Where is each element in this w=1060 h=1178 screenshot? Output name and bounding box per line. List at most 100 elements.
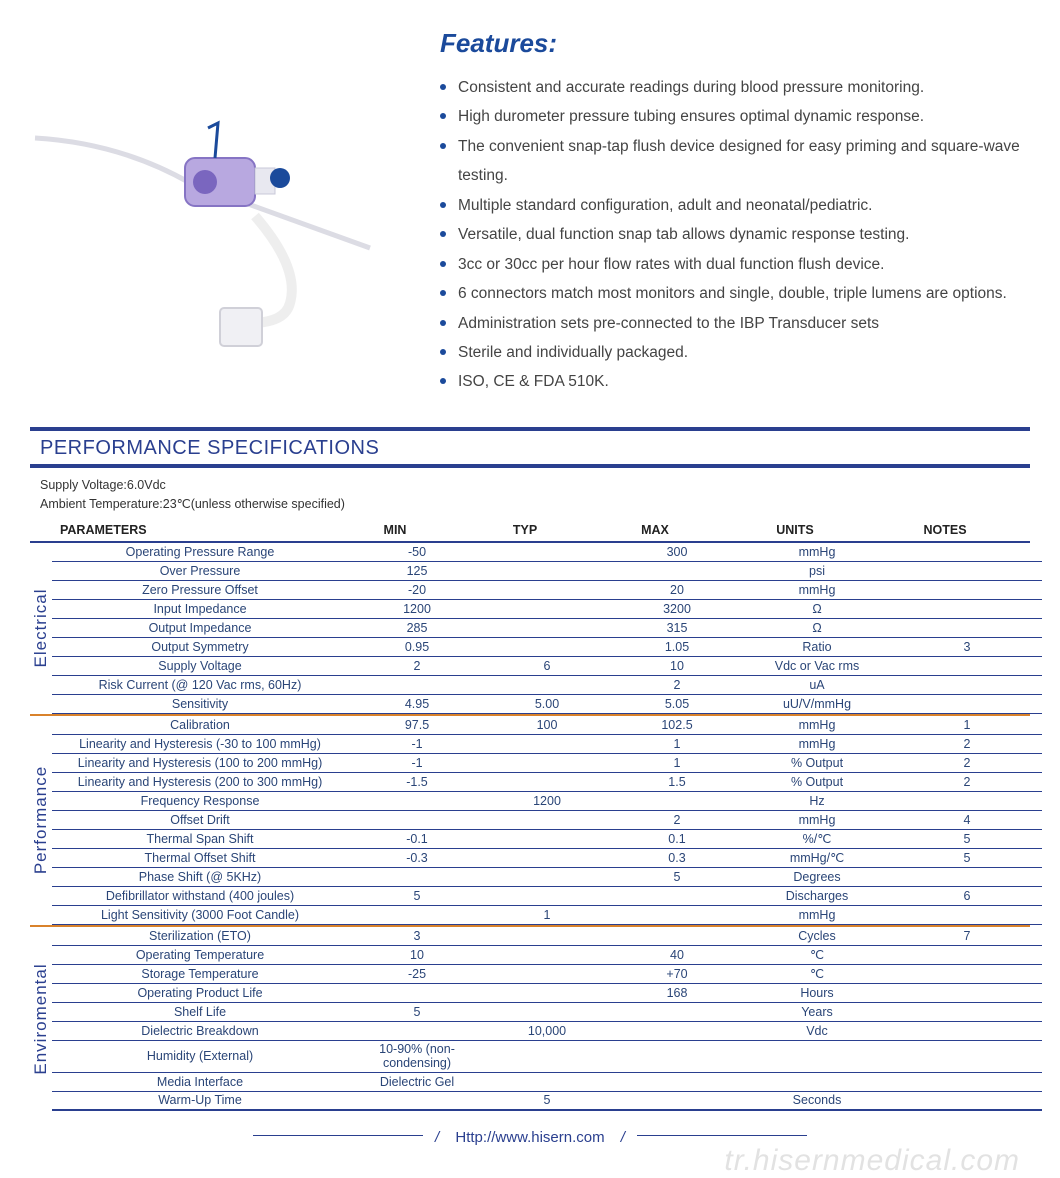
- cell: Defibrillator withstand (400 joules): [52, 887, 352, 904]
- table-row: Output Symmetry0.951.05Ratio3: [52, 638, 1042, 657]
- cell: Supply Voltage: [52, 657, 352, 674]
- cell: 5.05: [612, 695, 742, 712]
- cell: 2: [612, 811, 742, 828]
- cell: Discharges: [742, 887, 892, 904]
- cell: Offset Drift: [52, 811, 352, 828]
- features-heading: Features:: [440, 28, 1030, 59]
- cell: 0.3: [612, 849, 742, 866]
- cell: mmHg: [742, 581, 892, 598]
- cell: % Output: [742, 773, 892, 790]
- cell: [482, 856, 612, 859]
- cell: [482, 1010, 612, 1013]
- cell: Operating Product Life: [52, 984, 352, 1001]
- cell: 10: [352, 946, 482, 963]
- cell: Linearity and Hysteresis (200 to 300 mmH…: [52, 773, 352, 790]
- cell: 5: [892, 830, 1042, 847]
- cell: mmHg: [742, 811, 892, 828]
- cell: Vdc or Vac rms: [742, 657, 892, 674]
- table-row: Storage Temperature-25+70℃: [52, 965, 1042, 984]
- spec-header-row: PARAMETERS MIN TYP MAX UNITS NOTES: [30, 517, 1030, 543]
- cell: [482, 626, 612, 629]
- cell: 10,000: [482, 1022, 612, 1039]
- th-max: MAX: [590, 523, 720, 537]
- feature-item: 6 connectors match most monitors and sin…: [440, 279, 1030, 308]
- spec-table: PERFORMANCE SPECIFICATIONS Supply Voltag…: [30, 427, 1030, 1111]
- footer-url: Http://www.hisern.com: [455, 1129, 604, 1146]
- cell: [892, 664, 1042, 667]
- cell: 10: [612, 657, 742, 674]
- cell: 6: [482, 657, 612, 674]
- feature-item: ISO, CE & FDA 510K.: [440, 367, 1030, 396]
- th-notes: NOTES: [870, 523, 1020, 537]
- cell: [892, 991, 1042, 994]
- table-row: Input Impedance12003200Ω: [52, 600, 1042, 619]
- cell: [892, 972, 1042, 975]
- cell: [352, 991, 482, 994]
- cell: Output Impedance: [52, 619, 352, 636]
- cell: 1.5: [612, 773, 742, 790]
- cell: Vdc: [742, 1022, 892, 1039]
- feature-item: 3cc or 30cc per hour flow rates with dua…: [440, 250, 1030, 279]
- cell: 2: [892, 773, 1042, 790]
- table-row: Phase Shift (@ 5KHz)5Degrees: [52, 868, 1042, 887]
- feature-item: Sterile and individually packaged.: [440, 338, 1030, 367]
- cell: Shelf Life: [52, 1003, 352, 1020]
- cell: Over Pressure: [52, 562, 352, 579]
- cell: Ω: [742, 619, 892, 636]
- spec-sub2: Ambient Temperature:23℃(unless otherwise…: [40, 495, 1030, 514]
- cell: [482, 972, 612, 975]
- table-row: Linearity and Hysteresis (200 to 300 mmH…: [52, 773, 1042, 792]
- cell: 285: [352, 619, 482, 636]
- cell: [482, 894, 612, 897]
- cell: [482, 761, 612, 764]
- product-image: [30, 28, 400, 368]
- table-row: Shelf Life5Years: [52, 1003, 1042, 1022]
- cell: -20: [352, 581, 482, 598]
- cell: 2: [892, 754, 1042, 771]
- cell: [482, 780, 612, 783]
- th-param: PARAMETERS: [30, 523, 330, 537]
- watermark: tr.hisernmedical.com: [724, 1144, 1020, 1178]
- cell: mmHg: [742, 906, 892, 923]
- cell: 3200: [612, 600, 742, 617]
- table-row: Linearity and Hysteresis (-30 to 100 mmH…: [52, 735, 1042, 754]
- cell: 20: [612, 581, 742, 598]
- spec-section: EnviromentalSterilization (ETO)3Cycles7O…: [30, 925, 1030, 1111]
- cell: 2: [892, 735, 1042, 752]
- table-row: Zero Pressure Offset-2020mmHg: [52, 581, 1042, 600]
- cell: [892, 799, 1042, 802]
- cell: 5: [352, 887, 482, 904]
- cell: -0.1: [352, 830, 482, 847]
- cell: Hz: [742, 792, 892, 809]
- cell: [352, 875, 482, 878]
- cell: Humidity (External): [52, 1048, 352, 1065]
- cell: [892, 626, 1042, 629]
- cell: ℃: [742, 965, 892, 983]
- cell: 102.5: [612, 716, 742, 733]
- cell: 4.95: [352, 695, 482, 712]
- cell: Calibration: [52, 716, 352, 733]
- cell: ℃: [742, 946, 892, 964]
- cell: Dielectric Breakdown: [52, 1022, 352, 1039]
- cell: Operating Temperature: [52, 946, 352, 963]
- cell: [482, 645, 612, 648]
- features-list: Consistent and accurate readings during …: [440, 73, 1030, 397]
- cell: [892, 1099, 1042, 1102]
- table-row: Dielectric Breakdown 10,000 Vdc: [52, 1022, 1042, 1041]
- cell: Sensitivity: [52, 695, 352, 712]
- cell: 300: [612, 543, 742, 560]
- cell: Media Interface: [52, 1073, 352, 1090]
- cell: [482, 569, 612, 572]
- cell: Linearity and Hysteresis (100 to 200 mmH…: [52, 754, 352, 771]
- cell: [482, 991, 612, 994]
- cell: [482, 607, 612, 610]
- cell: 125: [352, 562, 482, 579]
- cell: Storage Temperature: [52, 965, 352, 982]
- cell: 1: [612, 754, 742, 771]
- table-row: Operating Temperature1040℃: [52, 946, 1042, 965]
- cell: 5: [612, 868, 742, 885]
- feature-item: Consistent and accurate readings during …: [440, 73, 1030, 102]
- cell: 10-90% (non-condensing): [352, 1041, 482, 1072]
- cell: [352, 683, 482, 686]
- cell: Operating Pressure Range: [52, 543, 352, 560]
